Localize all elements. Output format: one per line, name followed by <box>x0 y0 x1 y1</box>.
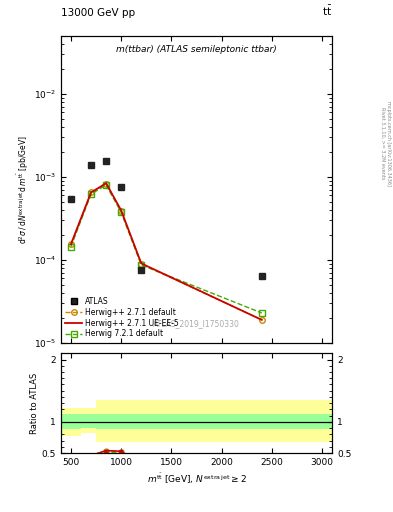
Text: ATLAS_2019_I1750330: ATLAS_2019_I1750330 <box>153 318 240 328</box>
Text: mcplots.cern.ch [arXiv:1306.3436]: mcplots.cern.ch [arXiv:1306.3436] <box>386 101 391 186</box>
Legend: ATLAS, Herwig++ 2.7.1 default, Herwig++ 2.7.1 UE-EE-5, Herwig 7.2.1 default: ATLAS, Herwig++ 2.7.1 default, Herwig++ … <box>65 296 180 339</box>
Text: $\mathrm{t\bar{t}}$: $\mathrm{t\bar{t}}$ <box>322 4 332 18</box>
Text: 13000 GeV pp: 13000 GeV pp <box>61 8 135 18</box>
Text: m(ttbar) (ATLAS semileptonic ttbar): m(ttbar) (ATLAS semileptonic ttbar) <box>116 45 277 54</box>
Y-axis label: $\mathrm{d}^2\sigma\,/\,\mathrm{d}N^{\mathrm{extra\,jet}}\,\mathrm{d}\,m^{\mathr: $\mathrm{d}^2\sigma\,/\,\mathrm{d}N^{\ma… <box>15 135 31 244</box>
Text: Rivet 3.1.10, >= 3.2M events: Rivet 3.1.10, >= 3.2M events <box>381 107 386 180</box>
X-axis label: $m^{\mathrm{t\bar{t}}}$ [GeV], $N^{\mathrm{extra\,jet}} \geq 2$: $m^{\mathrm{t\bar{t}}}$ [GeV], $N^{\math… <box>147 471 246 486</box>
Y-axis label: Ratio to ATLAS: Ratio to ATLAS <box>30 373 39 434</box>
